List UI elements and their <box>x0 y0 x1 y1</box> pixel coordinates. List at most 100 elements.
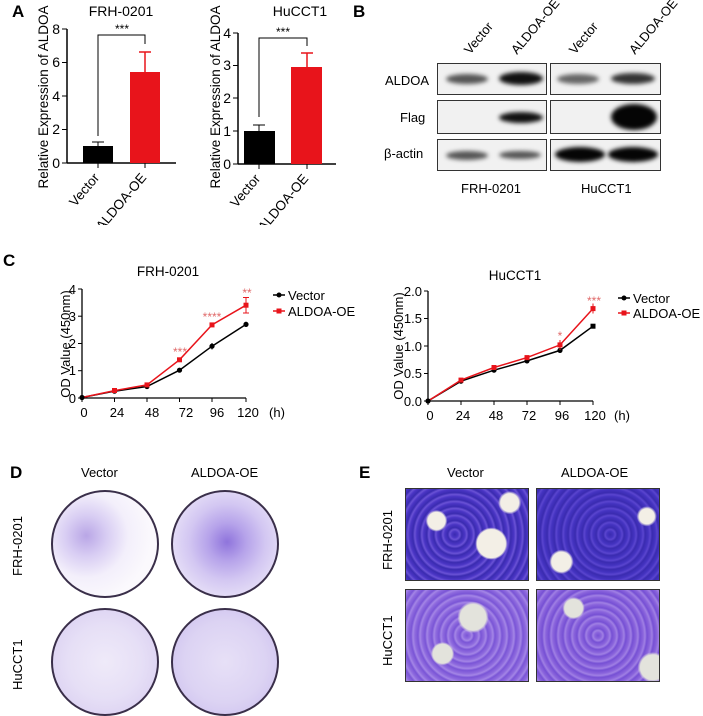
svg-text:0.5: 0.5 <box>404 366 422 381</box>
svg-text:ALDOA-OE: ALDOA-OE <box>633 306 701 321</box>
blot-hucct1-flag <box>550 100 661 134</box>
svg-text:1.0: 1.0 <box>404 339 422 354</box>
svg-text:Vector: Vector <box>66 170 102 209</box>
svg-text:*: * <box>558 329 563 343</box>
svg-text:72: 72 <box>522 408 536 423</box>
svg-text:24: 24 <box>456 408 470 423</box>
svg-text:2: 2 <box>69 336 76 351</box>
svg-text:96: 96 <box>210 405 224 420</box>
svg-text:24: 24 <box>110 405 124 420</box>
transwell-row-frh0201: FRH-0201 <box>380 510 395 570</box>
colony-row-hucct1: HuCCT1 <box>10 639 25 690</box>
svg-text:1: 1 <box>69 363 76 378</box>
bar-aldoa-oe <box>130 72 160 163</box>
panel-label-d: D <box>10 463 23 482</box>
svg-text:***: *** <box>276 25 290 39</box>
svg-text:(h): (h) <box>269 405 285 420</box>
transwell-hucct1-vector <box>405 589 529 682</box>
svg-text:**: ** <box>242 286 252 300</box>
panel-c-line-charts: FRH-0201 OD Value (450nm) 0 1 2 3 4 0 24… <box>58 264 701 423</box>
blot-cell-line-frh: FRH-0201 <box>461 181 521 196</box>
svg-text:3: 3 <box>223 57 231 73</box>
svg-text:8: 8 <box>52 21 60 37</box>
blot-frh-flag <box>437 100 547 134</box>
svg-text:Vector: Vector <box>227 171 263 210</box>
blot-lane-labels: Vector ALDOA-OE Vector ALDOA-OE <box>461 0 681 57</box>
svg-text:Vector: Vector <box>461 19 497 57</box>
svg-text:4: 4 <box>69 282 76 297</box>
svg-text:2: 2 <box>52 121 60 137</box>
panel-label-a: A <box>12 2 25 21</box>
line-chart-hucct1: HuCCT1 OD Value (450nm) 0.0 0.5 1.0 1.5 … <box>391 268 701 423</box>
svg-text:3: 3 <box>69 309 76 324</box>
bar-chart-frh0201: FRH-0201 Relative Expression of ALDOA 0 … <box>36 3 176 225</box>
svg-text:****: **** <box>203 310 222 324</box>
svg-text:48: 48 <box>145 405 159 420</box>
colony-dish-hucct1-vector <box>51 608 159 716</box>
svg-text:1: 1 <box>223 123 231 139</box>
svg-text:2.0: 2.0 <box>404 284 422 299</box>
svg-text:Vector: Vector <box>288 288 326 303</box>
line-chart-frh0201: FRH-0201 OD Value (450nm) 0 1 2 3 4 0 24… <box>58 264 356 420</box>
blot-frh-actin <box>437 139 547 171</box>
colony-dish-frh-vector <box>51 490 159 598</box>
svg-text:0: 0 <box>69 391 76 406</box>
bar-vector <box>83 146 113 163</box>
colony-dish-frh-aldoa-oe <box>171 490 279 598</box>
svg-text:ALDOA-OE: ALDOA-OE <box>508 0 563 57</box>
series-aldoa-oe <box>427 308 594 402</box>
svg-text:48: 48 <box>489 408 503 423</box>
colony-col-aldoa-oe: ALDOA-OE <box>191 465 259 480</box>
svg-text:0: 0 <box>80 405 87 420</box>
blot-frh-aldoa <box>437 63 547 95</box>
colony-row-frh0201: FRH-0201 <box>10 516 25 576</box>
svg-text:(h): (h) <box>614 408 630 423</box>
chart-title: FRH-0201 <box>89 3 154 19</box>
svg-text:ALDOA-OE: ALDOA-OE <box>93 170 149 225</box>
blot-cell-line-hucct1: HuCCT1 <box>581 181 632 196</box>
svg-text:1.5: 1.5 <box>404 311 422 326</box>
svg-text:0: 0 <box>223 156 231 172</box>
panel-label-b: B <box>353 2 366 21</box>
colony-dish-hucct1-aldoa-oe <box>171 608 279 716</box>
blot-row-label-actin: β-actin <box>384 146 424 161</box>
svg-text:ALDOA-OE: ALDOA-OE <box>626 0 681 57</box>
blot-hucct1-aldoa <box>550 63 661 95</box>
series-vector <box>427 325 594 402</box>
legend: Vector ALDOA-OE <box>618 291 701 321</box>
svg-text:ALDOA-OE: ALDOA-OE <box>288 304 356 319</box>
bar-vector <box>244 131 275 164</box>
series-vector <box>81 323 247 399</box>
transwell-col-vector: Vector <box>447 465 484 480</box>
blot-row-label-aldoa: ALDOA <box>385 73 430 88</box>
svg-text:HuCCT1: HuCCT1 <box>273 3 328 19</box>
y-axis-label: Relative Expression of ALDOA <box>36 5 51 188</box>
panel-label-e: E <box>359 463 371 482</box>
significance-label: *** <box>115 22 129 36</box>
svg-text:0: 0 <box>426 408 433 423</box>
svg-text:96: 96 <box>555 408 569 423</box>
svg-text:0.0: 0.0 <box>404 394 422 409</box>
svg-text:ALDOA-OE: ALDOA-OE <box>255 171 311 225</box>
transwell-frh-aldoa-oe <box>536 488 660 581</box>
svg-text:6: 6 <box>52 54 60 70</box>
legend: Vector ALDOA-OE <box>273 288 356 319</box>
blot-row-label-flag: Flag <box>400 110 426 125</box>
svg-text:***: *** <box>173 345 187 359</box>
svg-text:4: 4 <box>223 25 231 41</box>
svg-text:2: 2 <box>223 90 231 106</box>
svg-text:OD Value (450nm): OD Value (450nm) <box>391 292 406 399</box>
blot-hucct1-actin <box>550 139 661 171</box>
svg-text:FRH-0201: FRH-0201 <box>137 264 199 279</box>
series-aldoa-oe <box>81 304 247 399</box>
svg-text:Relative Expression of ALDOA: Relative Expression of ALDOA <box>208 5 223 188</box>
svg-text:***: *** <box>587 294 601 308</box>
bar-chart-hucct1: HuCCT1 Relative Expression of ALDOA 0 1 … <box>208 3 336 225</box>
transwell-frh-vector <box>405 488 529 581</box>
transwell-row-hucct1: HuCCT1 <box>380 615 395 666</box>
svg-text:Vector: Vector <box>566 19 602 57</box>
svg-text:0: 0 <box>52 155 60 171</box>
bar-aldoa-oe <box>291 67 322 164</box>
colony-col-vector: Vector <box>81 465 118 480</box>
svg-text:Vector: Vector <box>633 291 671 306</box>
